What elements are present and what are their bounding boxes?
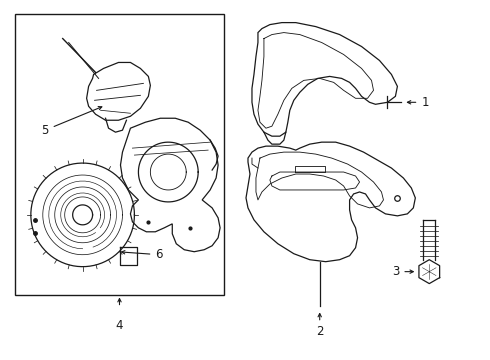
Text: 1: 1 [407, 96, 429, 109]
Bar [15, 14, 224, 294]
Text: 5: 5 [41, 107, 102, 137]
Text: 6: 6 [122, 248, 163, 261]
Text: 2: 2 [316, 314, 323, 338]
Text: 4: 4 [116, 319, 123, 332]
Text: 3: 3 [392, 265, 413, 278]
